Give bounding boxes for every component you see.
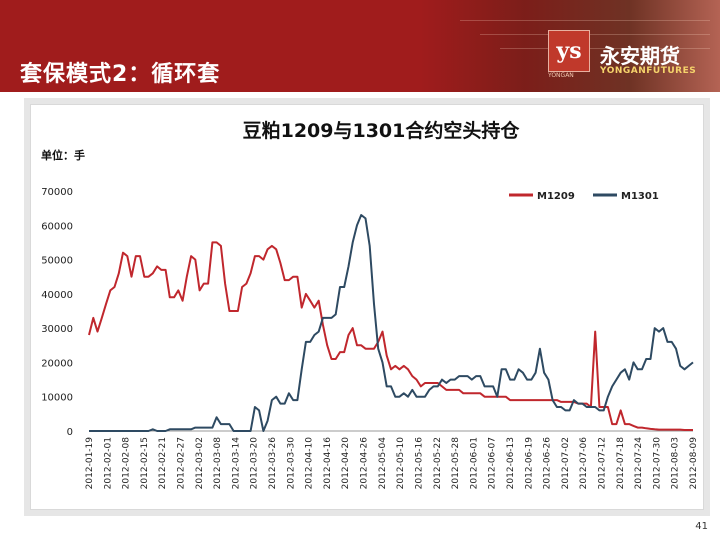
y-tick-label: 30000 bbox=[41, 324, 73, 335]
y-tick-label: 50000 bbox=[41, 256, 73, 267]
legend-label-m1209: M1209 bbox=[537, 191, 575, 202]
x-tick-label: 2012-02-21 bbox=[158, 437, 168, 489]
x-tick-label: 2012-03-20 bbox=[250, 437, 260, 490]
chart-panel: 豆粕1209与1301合约空头持仓单位：手 0 10000 20000 30000 400… bbox=[30, 104, 704, 510]
y-tick-label: 70000 bbox=[41, 187, 73, 198]
y-tick-label: 40000 bbox=[41, 290, 73, 301]
company-logo-icon: ys bbox=[548, 30, 590, 72]
slide-title: 套保模式2：循环套 bbox=[20, 62, 221, 87]
x-tick-label: 2012-07-06 bbox=[579, 437, 589, 490]
x-tick-label: 2012-03-26 bbox=[268, 437, 278, 490]
company-name: 永安期货 bbox=[600, 44, 680, 68]
x-tick-label: 2012-03-14 bbox=[231, 437, 241, 490]
page-number: 41 bbox=[695, 521, 708, 532]
x-tick-label: 2012-03-30 bbox=[286, 437, 296, 490]
x-tick-label: 2012-05-16 bbox=[414, 437, 424, 490]
x-tick-label: 2012-07-12 bbox=[597, 437, 607, 489]
x-tick-label: 2012-08-03 bbox=[671, 437, 681, 489]
x-tick-label: 2012-03-02 bbox=[195, 437, 205, 489]
chart-title: 豆粕1209与1301合约空头持仓 bbox=[243, 119, 521, 142]
logo-small-text: YONGAN bbox=[548, 72, 574, 79]
x-tick-label: 2012-06-13 bbox=[506, 437, 516, 489]
unit-label: 单位：手 bbox=[41, 148, 85, 162]
x-tick-label: 2012-02-15 bbox=[140, 437, 150, 489]
company-name-english: YONGANFUTURES bbox=[600, 66, 697, 76]
series-line-m1301 bbox=[89, 214, 694, 432]
x-tick-label: 2012-04-26 bbox=[360, 437, 370, 490]
x-tick-label: 2012-05-22 bbox=[433, 437, 443, 489]
x-tick-label: 2012-07-18 bbox=[616, 437, 626, 490]
x-tick-label: 2012-01-19 bbox=[85, 437, 95, 490]
x-tick-label: 2012-08-09 bbox=[689, 437, 699, 490]
x-tick-label: 2012-02-01 bbox=[103, 437, 113, 489]
x-tick-label: 2012-06-19 bbox=[524, 437, 534, 490]
x-tick-label: 2012-06-26 bbox=[543, 437, 553, 490]
x-tick-label: 2012-05-28 bbox=[451, 437, 461, 490]
x-tick-label: 2012-05-10 bbox=[396, 437, 406, 490]
x-tick-label: 2012-05-04 bbox=[378, 437, 388, 490]
slide-header: 套保模式2：循环套 ys YONGAN 永安期货 YONGANFUTURES bbox=[0, 0, 720, 92]
x-tick-label: 2012-03-08 bbox=[213, 437, 223, 490]
y-tick-label: 20000 bbox=[41, 358, 73, 369]
y-tick-label: 10000 bbox=[41, 393, 73, 404]
x-tick-label: 2012-07-24 bbox=[634, 437, 644, 490]
x-tick-label: 2012-04-16 bbox=[323, 437, 333, 490]
series-line-m1209 bbox=[88, 241, 693, 431]
x-tick-label: 2012-07-30 bbox=[652, 437, 662, 490]
x-tick-label: 2012-02-27 bbox=[177, 437, 187, 489]
x-tick-label: 2012-04-20 bbox=[341, 437, 351, 490]
x-tick-label: 2012-06-01 bbox=[469, 437, 479, 489]
x-tick-label: 2012-06-07 bbox=[488, 437, 498, 489]
x-tick-label: 2012-02-08 bbox=[122, 437, 132, 490]
x-tick-label: 2012-07-02 bbox=[561, 437, 571, 489]
legend-label-m1301: M1301 bbox=[621, 191, 659, 202]
y-tick-label: 60000 bbox=[41, 221, 73, 232]
x-tick-label: 2012-04-10 bbox=[305, 437, 315, 490]
y-tick-label: 0 bbox=[67, 427, 73, 438]
